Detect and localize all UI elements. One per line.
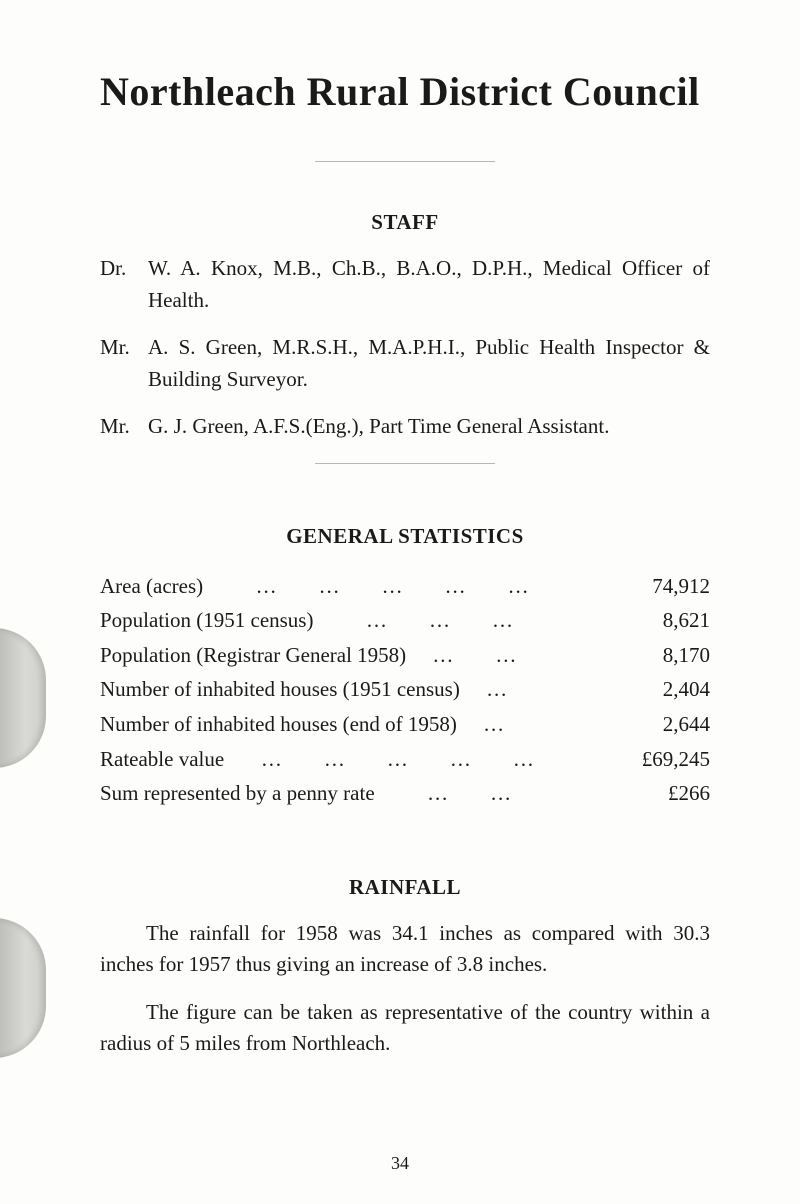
- staff-body: G. J. Green, A.F.S.(Eng.), Part Time Gen…: [148, 411, 710, 443]
- stat-label: Population (Registrar General 1958) … …: [100, 638, 516, 673]
- page: Northleach Rural District Council STAFF …: [0, 0, 800, 1204]
- stat-label: Rateable value … … … … …: [100, 742, 534, 777]
- document-title: Northleach Rural District Council: [100, 68, 710, 115]
- divider-rule: [315, 161, 495, 162]
- stat-value: £69,245: [600, 742, 710, 777]
- stat-label: Sum represented by a penny rate … …: [100, 776, 511, 811]
- stat-label: Number of inhabited houses (1951 census)…: [100, 672, 507, 707]
- stat-fill: [513, 606, 600, 627]
- stat-value: 8,170: [600, 638, 710, 673]
- staff-body: A. S. Green, M.R.S.H., M.A.P.H.I., Publi…: [148, 332, 710, 395]
- stat-row: Population (Registrar General 1958) … … …: [100, 638, 710, 673]
- stat-fill: [534, 745, 600, 766]
- staff-entry: Mr. A. S. Green, M.R.S.H., M.A.P.H.I., P…: [100, 332, 710, 395]
- stat-value: 2,644: [600, 707, 710, 742]
- stat-row: Number of inhabited houses (end of 1958)…: [100, 707, 710, 742]
- stat-row: Sum represented by a penny rate … … £266: [100, 776, 710, 811]
- staff-prefix: Dr.: [100, 253, 148, 316]
- page-number: 34: [0, 1153, 800, 1174]
- stat-value: 74,912: [600, 569, 710, 604]
- stat-label: Area (acres) … … … … …: [100, 569, 529, 604]
- stat-row: Population (1951 census) … … … 8,621: [100, 603, 710, 638]
- binding-thumb-upper: [0, 628, 46, 768]
- stat-fill: [516, 641, 600, 662]
- statistics-heading: GENERAL STATISTICS: [100, 524, 710, 549]
- stat-fill: [511, 779, 600, 800]
- stat-value: 2,404: [600, 672, 710, 707]
- staff-entry: Mr. G. J. Green, A.F.S.(Eng.), Part Time…: [100, 411, 710, 443]
- staff-prefix: Mr.: [100, 411, 148, 443]
- stat-fill: [504, 710, 600, 731]
- rainfall-heading: RAINFALL: [100, 875, 710, 900]
- staff-heading: STAFF: [100, 210, 710, 235]
- stat-row: Area (acres) … … … … … 74,912: [100, 569, 710, 604]
- stat-row: Rateable value … … … … … £69,245: [100, 742, 710, 777]
- rainfall-paragraph: The figure can be taken as representativ…: [100, 997, 710, 1060]
- statistics-section: GENERAL STATISTICS Area (acres) … … … … …: [100, 524, 710, 811]
- stat-value: 8,621: [600, 603, 710, 638]
- staff-prefix: Mr.: [100, 332, 148, 395]
- staff-entry: Dr. W. A. Knox, M.B., Ch.B., B.A.O., D.P…: [100, 253, 710, 316]
- stat-label: Population (1951 census) … … …: [100, 603, 513, 638]
- stat-fill: [507, 675, 600, 696]
- divider-rule: [315, 463, 495, 464]
- stat-fill: [529, 572, 600, 593]
- staff-body: W. A. Knox, M.B., Ch.B., B.A.O., D.P.H.,…: [148, 253, 710, 316]
- stat-row: Number of inhabited houses (1951 census)…: [100, 672, 710, 707]
- stat-label: Number of inhabited houses (end of 1958)…: [100, 707, 504, 742]
- rainfall-paragraph: The rainfall for 1958 was 34.1 inches as…: [100, 918, 710, 981]
- rainfall-section: RAINFALL The rainfall for 1958 was 34.1 …: [100, 875, 710, 1060]
- binding-thumb-lower: [0, 918, 46, 1058]
- stat-value: £266: [600, 776, 710, 811]
